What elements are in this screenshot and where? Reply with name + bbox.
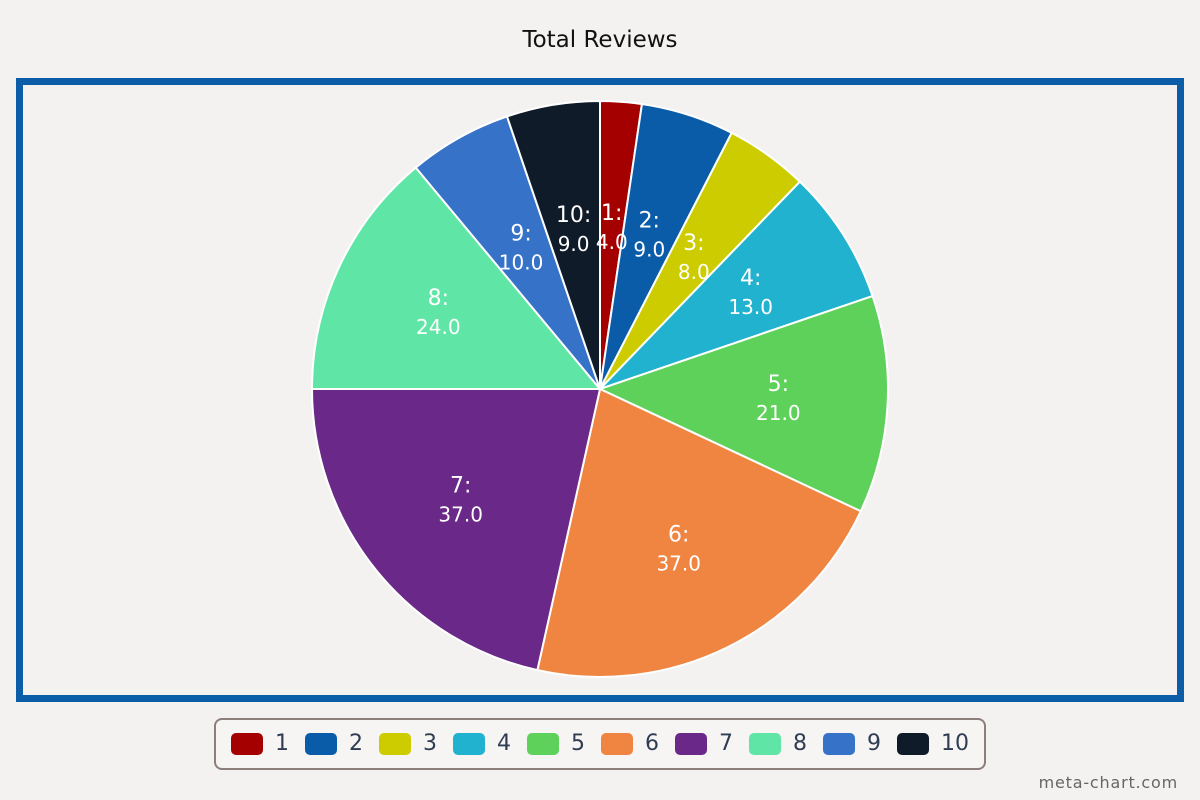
slice-label-7: 7: (450, 474, 471, 499)
slice-label-2: 2: (639, 208, 660, 233)
legend-item-2[interactable]: 2 (305, 729, 363, 759)
slice-label-9: 9: (510, 221, 531, 246)
legend-swatch-8 (749, 733, 781, 755)
pie-labels: 1: 4.0 2: 9.0 3: 8.0 4: 13.0 5: 21.0 6: 37.0 7: 37.0 8… (416, 201, 801, 575)
legend-label-7: 7 (719, 731, 733, 756)
legend-swatch-3 (379, 733, 411, 755)
slice-label-5: 5: (768, 372, 789, 397)
legend-swatch-5 (527, 733, 559, 755)
legend-label-9: 9 (867, 731, 881, 756)
slice-value-8: 24.0 (416, 315, 461, 339)
legend-label-5: 5 (571, 731, 585, 756)
legend-swatch-9 (823, 733, 855, 755)
slice-label-4: 4: (740, 266, 761, 291)
legend-swatch-6 (601, 733, 633, 755)
slice-value-1: 4.0 (596, 230, 628, 254)
pie-slice-4 (599, 180, 874, 390)
slice-value-2: 9.0 (633, 237, 665, 261)
legend-item-6[interactable]: 6 (601, 729, 659, 759)
legend-item-8[interactable]: 8 (749, 729, 807, 759)
legend-item-1[interactable]: 1 (231, 729, 289, 759)
slice-value-3: 8.0 (678, 260, 710, 284)
legend-label-6: 6 (645, 731, 659, 756)
legend-item-7[interactable]: 7 (675, 729, 733, 759)
legend-label-8: 8 (793, 731, 807, 756)
legend-item-3[interactable]: 3 (379, 729, 437, 759)
pie-slice-5 (597, 294, 889, 513)
legend-swatch-2 (305, 733, 337, 755)
slice-label-8: 8: (428, 286, 449, 311)
slice-label-6: 6: (668, 522, 689, 547)
legend: 1 2 3 4 5 6 7 8 9 10 (214, 718, 986, 770)
legend-label-1: 1 (275, 731, 289, 756)
slice-value-7: 37.0 (438, 503, 483, 527)
legend-label-10: 10 (941, 731, 969, 756)
credit-link[interactable]: meta-chart.com (1038, 773, 1178, 792)
legend-label-4: 4 (497, 731, 511, 756)
slice-value-9: 10.0 (499, 250, 544, 274)
legend-label-3: 3 (423, 731, 437, 756)
pie-slice-7 (310, 388, 602, 672)
pie-slice-10 (505, 99, 601, 390)
legend-swatch-7 (675, 733, 707, 755)
slice-label-1: 1: (601, 201, 622, 226)
pie-slice-6 (536, 387, 863, 678)
slice-value-4: 13.0 (728, 295, 773, 319)
legend-label-2: 2 (349, 731, 363, 756)
slice-value-10: 9.0 (558, 232, 590, 256)
legend-swatch-4 (453, 733, 485, 755)
legend-item-9[interactable]: 9 (823, 729, 881, 759)
legend-swatch-10 (897, 733, 929, 755)
legend-item-5[interactable]: 5 (527, 729, 585, 759)
slice-value-6: 37.0 (656, 551, 701, 575)
legend-item-4[interactable]: 4 (453, 729, 511, 759)
pie-slices (310, 99, 889, 678)
slice-label-3: 3: (683, 231, 704, 256)
pie-slice-8 (310, 166, 603, 390)
legend-swatch-1 (231, 733, 263, 755)
chart-title: Total Reviews (522, 27, 678, 53)
slice-value-5: 21.0 (756, 401, 801, 425)
slice-label-10: 10: (556, 203, 591, 228)
legend-item-10[interactable]: 10 (897, 729, 969, 759)
